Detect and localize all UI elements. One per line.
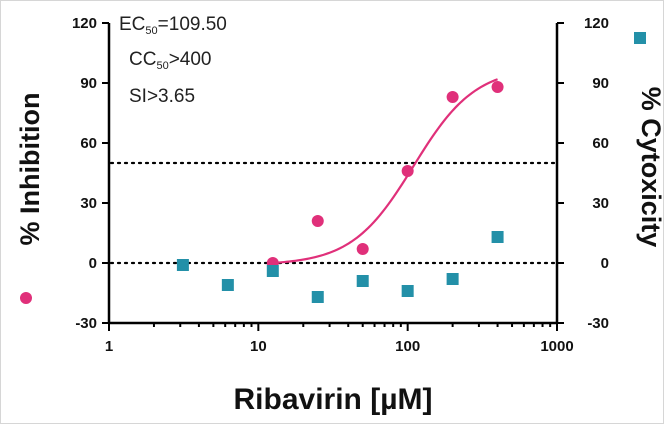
left-y-tick-label: 90 — [80, 75, 97, 92]
right-y-tick-label: 0 — [601, 255, 609, 272]
cc50-subscript: 50 — [156, 60, 168, 72]
right-y-tick-label: 90 — [592, 75, 609, 92]
x-axis-title: Ribavirin [µM] — [234, 383, 433, 416]
cc50-label: CC — [129, 49, 156, 70]
si-annotation: SI>3.65 — [129, 86, 195, 107]
left-y-axis-title: % Inhibition — [15, 93, 45, 246]
fit-curve-group — [272, 78, 498, 265]
right-y-axis-title: % Cytoxicity — [636, 87, 663, 248]
inhibition-point — [401, 165, 414, 177]
cc50-value: >400 — [169, 49, 212, 70]
ec50-subscript: 50 — [145, 25, 157, 37]
inhibition-point — [446, 91, 459, 103]
fit-curve — [272, 78, 498, 265]
cytotoxicity-point — [356, 275, 369, 287]
right-y-tick-label: 30 — [592, 195, 609, 212]
right-y-tick-label: 120 — [584, 15, 609, 32]
inhibition-point — [491, 81, 504, 93]
ec50-annotation: EC50=109.50 — [119, 14, 227, 37]
left-y-tick-label: 30 — [80, 195, 97, 212]
ec50-label: EC — [119, 14, 145, 35]
legend-cytotoxicity-marker — [634, 32, 646, 44]
ticks-group: 1 10 100 1000 -30 -30 0 0 30 30 60 60 90 90 120 120 — [72, 15, 609, 355]
x-tick-label: 100 — [395, 338, 420, 355]
x-tick-label: 1000 — [540, 338, 573, 355]
right-y-tick-label: 60 — [592, 135, 609, 152]
reference-lines — [109, 161, 557, 265]
left-y-tick-label: -30 — [75, 315, 97, 332]
left-y-tick-label: 120 — [72, 15, 97, 32]
cytotoxicity-point — [446, 273, 459, 285]
x-tick-label: 10 — [250, 338, 267, 355]
data-points — [176, 81, 504, 303]
cytotoxicity-point — [311, 291, 324, 303]
legend-inhibition-marker — [20, 292, 32, 304]
x-tick-label: 1 — [105, 338, 113, 355]
inhibition-point — [311, 215, 324, 227]
right-y-tick-label: -30 — [587, 315, 609, 332]
cc50-annotation: CC50>400 — [129, 49, 212, 72]
ec50-value: =109.50 — [158, 14, 227, 35]
left-y-tick-label: 60 — [80, 135, 97, 152]
left-y-tick-label: 0 — [89, 255, 97, 272]
cytotoxicity-point — [221, 279, 234, 291]
cytotoxicity-point — [491, 231, 504, 243]
cytotoxicity-point — [401, 285, 414, 297]
cytotoxicity-point — [176, 259, 189, 271]
cytotoxicity-point — [266, 265, 279, 277]
inhibition-point — [356, 243, 369, 255]
